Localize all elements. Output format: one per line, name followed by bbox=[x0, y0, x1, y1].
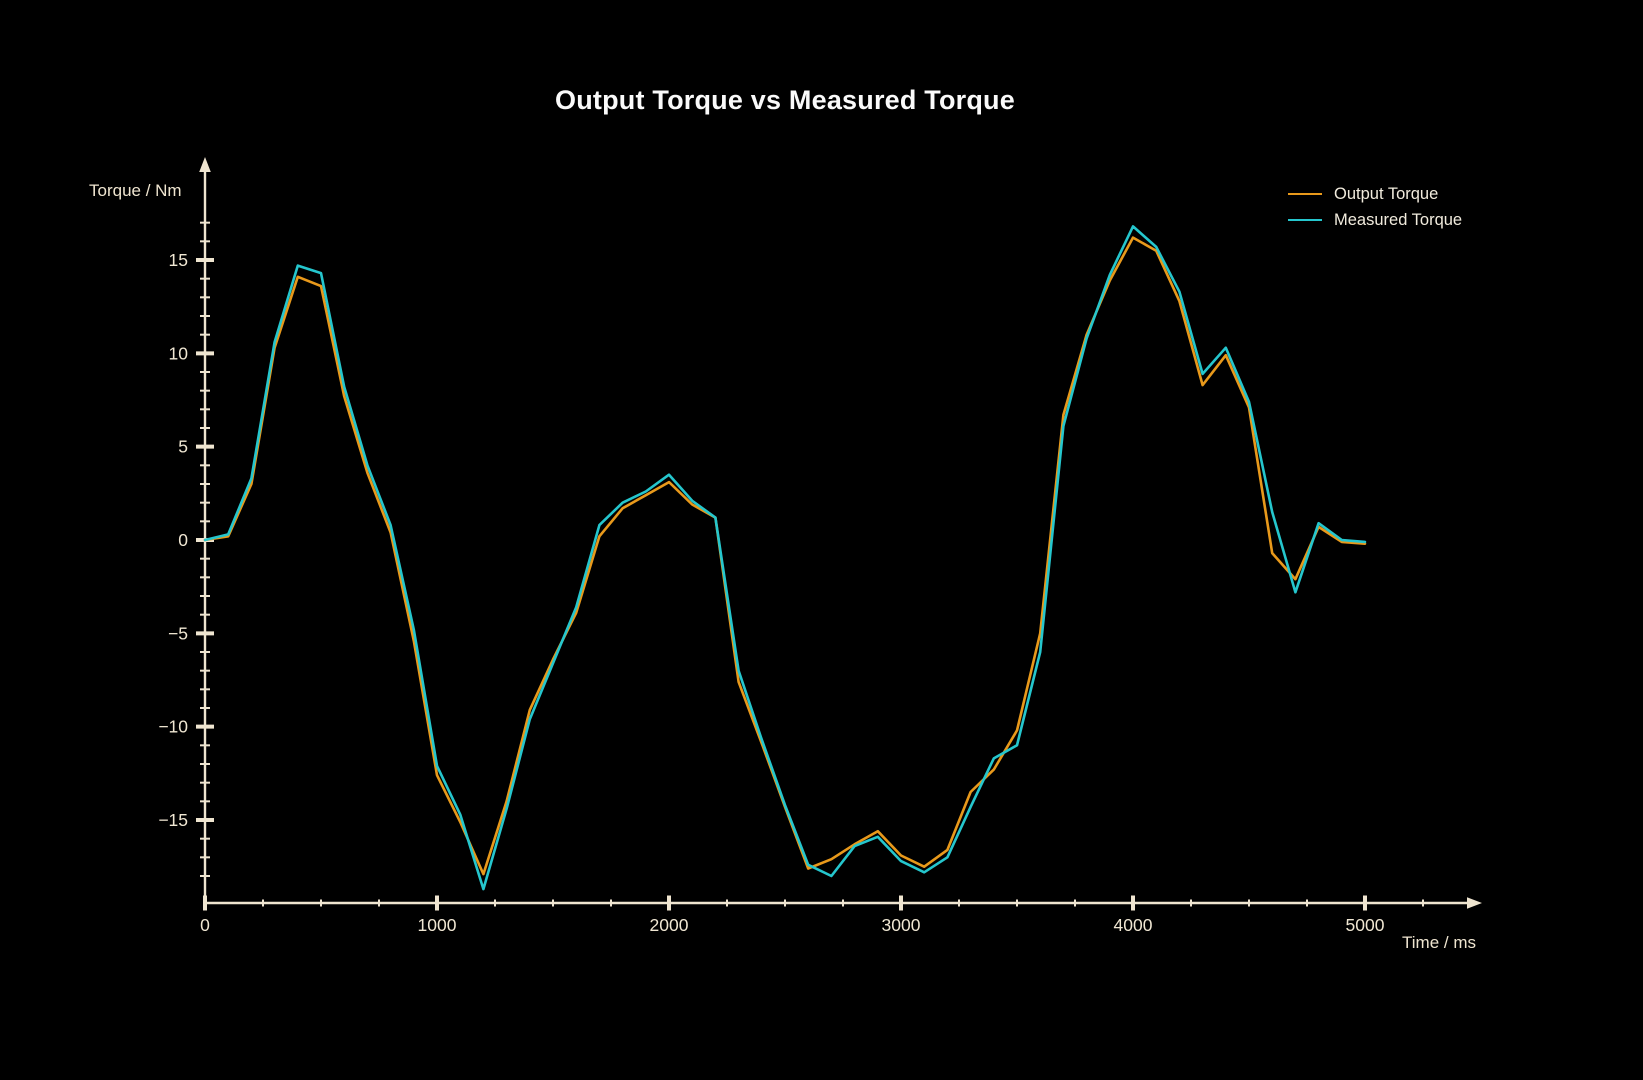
x-axis-arrow bbox=[1467, 897, 1482, 909]
measured-torque-line bbox=[203, 225, 1367, 891]
chart-title: Output Torque vs Measured Torque bbox=[555, 85, 1015, 115]
x-tick-label: 4000 bbox=[1114, 915, 1153, 935]
x-tick-label: 1000 bbox=[418, 915, 457, 935]
legend-label: Measured Torque bbox=[1334, 210, 1463, 229]
legend-label: Output Torque bbox=[1334, 184, 1439, 203]
y-tick-label: 15 bbox=[169, 250, 188, 270]
legend-item-measured-torque: Measured Torque bbox=[1288, 207, 1462, 233]
x-tick-label: 5000 bbox=[1346, 915, 1385, 935]
x-tick-label: 2000 bbox=[650, 915, 689, 935]
legend: Output Torque Measured Torque bbox=[1288, 181, 1462, 233]
y-tick-label: 0 bbox=[178, 530, 188, 550]
y-tick-label: 10 bbox=[169, 343, 189, 363]
x-tick-label: 3000 bbox=[882, 915, 921, 935]
x-axis-title: Time / ms bbox=[1402, 933, 1476, 952]
measured-torque-legend-line bbox=[1288, 219, 1322, 221]
y-tick-label: 5 bbox=[178, 437, 188, 457]
legend-item-output-torque: Output Torque bbox=[1288, 181, 1462, 207]
y-tick-label: −10 bbox=[158, 717, 188, 737]
y-axis-arrow bbox=[199, 157, 211, 172]
y-axis-title: Torque / Nm bbox=[89, 181, 182, 200]
y-tick-label: −15 bbox=[158, 810, 188, 830]
output-torque-legend-line bbox=[1288, 193, 1322, 195]
y-tick-label: −5 bbox=[168, 623, 188, 643]
x-tick-label: 0 bbox=[200, 915, 210, 935]
